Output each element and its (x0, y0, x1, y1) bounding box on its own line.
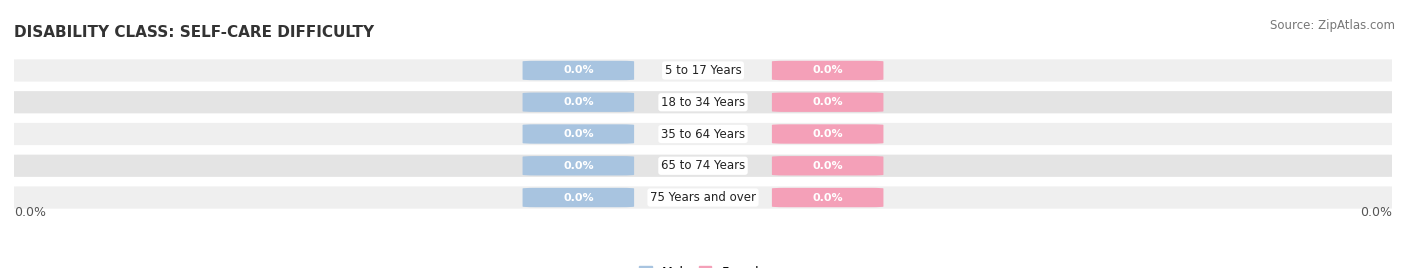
FancyBboxPatch shape (0, 187, 1406, 209)
FancyBboxPatch shape (0, 91, 1406, 113)
Text: 0.0%: 0.0% (562, 129, 593, 139)
Text: 5 to 17 Years: 5 to 17 Years (665, 64, 741, 77)
Text: 0.0%: 0.0% (562, 97, 593, 107)
Text: 35 to 64 Years: 35 to 64 Years (661, 128, 745, 140)
FancyBboxPatch shape (523, 124, 634, 144)
FancyBboxPatch shape (0, 59, 1406, 81)
Text: Source: ZipAtlas.com: Source: ZipAtlas.com (1270, 19, 1395, 32)
Text: 0.0%: 0.0% (813, 192, 844, 203)
Text: 0.0%: 0.0% (813, 161, 844, 171)
Text: DISABILITY CLASS: SELF-CARE DIFFICULTY: DISABILITY CLASS: SELF-CARE DIFFICULTY (14, 25, 374, 40)
Text: 0.0%: 0.0% (14, 206, 46, 219)
FancyBboxPatch shape (0, 155, 1406, 177)
Legend: Male, Female: Male, Female (640, 266, 766, 268)
Text: 0.0%: 0.0% (562, 192, 593, 203)
FancyBboxPatch shape (523, 156, 634, 176)
FancyBboxPatch shape (772, 188, 883, 207)
FancyBboxPatch shape (772, 61, 883, 80)
Text: 0.0%: 0.0% (813, 129, 844, 139)
Text: 18 to 34 Years: 18 to 34 Years (661, 96, 745, 109)
Text: 0.0%: 0.0% (562, 65, 593, 76)
Text: 65 to 74 Years: 65 to 74 Years (661, 159, 745, 172)
FancyBboxPatch shape (523, 61, 634, 80)
FancyBboxPatch shape (772, 92, 883, 112)
FancyBboxPatch shape (0, 123, 1406, 145)
Text: 75 Years and over: 75 Years and over (650, 191, 756, 204)
FancyBboxPatch shape (523, 188, 634, 207)
Text: 0.0%: 0.0% (813, 97, 844, 107)
Text: 0.0%: 0.0% (562, 161, 593, 171)
FancyBboxPatch shape (772, 124, 883, 144)
Text: 0.0%: 0.0% (1360, 206, 1392, 219)
Text: 0.0%: 0.0% (813, 65, 844, 76)
FancyBboxPatch shape (772, 156, 883, 176)
FancyBboxPatch shape (523, 92, 634, 112)
